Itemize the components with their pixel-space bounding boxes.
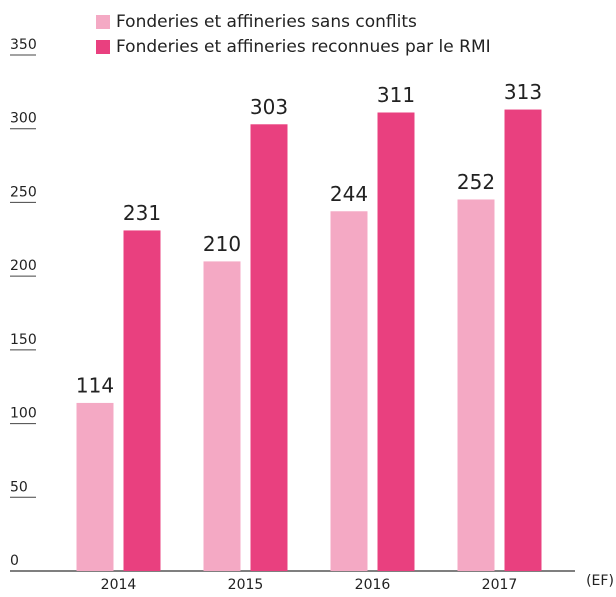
bar	[203, 261, 241, 571]
value-label: 313	[504, 80, 542, 104]
y-tick-label: 200	[10, 258, 37, 274]
y-tick-label: 350	[10, 37, 37, 53]
value-label: 210	[203, 232, 241, 256]
y-tick-label: 150	[10, 332, 37, 348]
legend-swatch	[96, 40, 110, 54]
legend-label: Fonderies et affineries sans conflits	[116, 12, 417, 32]
y-tick-label: 100	[10, 406, 37, 422]
legend-label: Fonderies et affineries reconnues par le…	[116, 37, 491, 57]
value-label: 311	[377, 83, 415, 107]
x-tick-label: 2014	[101, 577, 137, 593]
x-tick-label: 2017	[482, 577, 518, 593]
value-label: 303	[250, 95, 288, 119]
y-tick-label: 50	[10, 479, 28, 495]
bar	[377, 112, 415, 572]
x-tick-label: 2016	[355, 577, 391, 593]
x-unit: (EF)	[586, 573, 614, 589]
bar	[457, 199, 495, 572]
y-tick-label: 0	[10, 553, 19, 569]
bar	[330, 211, 368, 571]
value-label: 244	[330, 182, 368, 206]
value-label: 252	[457, 170, 495, 194]
value-label: 231	[123, 201, 161, 225]
y-tick-label: 300	[10, 111, 37, 127]
bar	[76, 402, 114, 571]
x-tick-label: 2015	[228, 577, 264, 593]
y-tick-label: 250	[10, 184, 37, 200]
bar	[250, 124, 288, 571]
legend-swatch	[96, 15, 110, 29]
bar	[504, 109, 542, 571]
bar	[123, 230, 161, 571]
value-label: 114	[76, 373, 114, 397]
